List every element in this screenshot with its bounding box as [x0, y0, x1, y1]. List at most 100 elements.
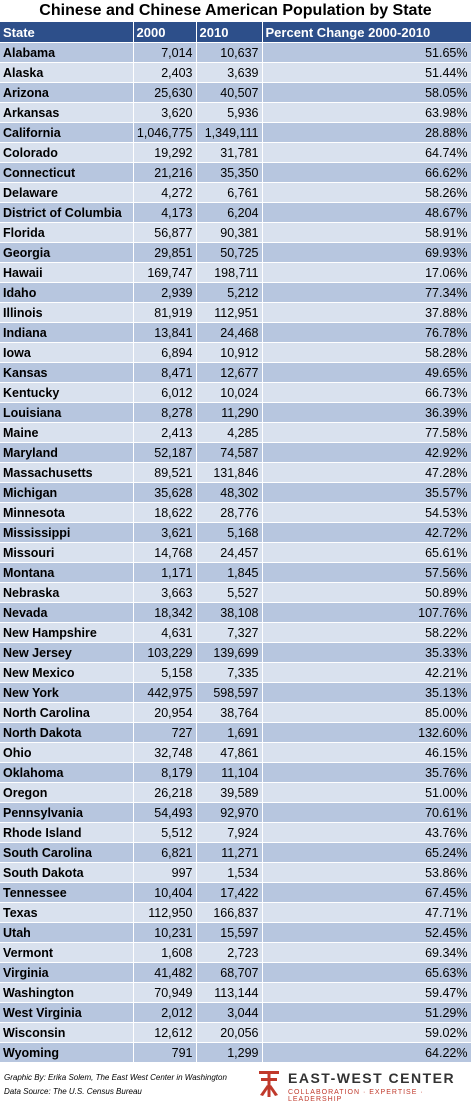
cell-2000: 41,482: [133, 962, 197, 983]
cell-percent-change: 51.44%: [262, 62, 471, 83]
cell-state: New Jersey: [0, 642, 134, 663]
table-row: Tennessee 10,404 17,422 67.45%: [0, 882, 471, 903]
cell-state: Virginia: [0, 962, 134, 983]
table-row: New Jersey 103,229 139,699 35.33%: [0, 642, 471, 663]
table-row: New York 442,975 598,597 35.13%: [0, 682, 471, 703]
table-body: Alabama 7,014 10,637 51.65% Alaska 2,403 3,639…: [0, 42, 471, 1062]
cell-2000: 26,218: [133, 782, 197, 803]
cell-percent-change: 132.60%: [262, 722, 471, 743]
cell-2000: 112,950: [133, 902, 197, 923]
cell-2010: 7,924: [196, 822, 263, 843]
cell-state: Montana: [0, 562, 134, 583]
table-row: Pennsylvania 54,493 92,970 70.61%: [0, 802, 471, 823]
table-row: Georgia 29,851 50,725 69.93%: [0, 242, 471, 263]
cell-2000: 1,171: [133, 562, 197, 583]
cell-percent-change: 51.65%: [262, 42, 471, 63]
cell-state: Missouri: [0, 542, 134, 563]
cell-2010: 48,302: [196, 482, 263, 503]
east-west-center-logo-icon: [259, 1071, 279, 1097]
cell-2010: 11,271: [196, 842, 263, 863]
table-row: Illinois 81,919 112,951 37.88%: [0, 302, 471, 323]
source-line: Data Source: The U.S. Census Bureau: [4, 1087, 142, 1096]
table-row: Kansas 8,471 12,677 49.65%: [0, 362, 471, 383]
cell-state: Idaho: [0, 282, 134, 303]
cell-percent-change: 67.45%: [262, 882, 471, 903]
cell-state: Oregon: [0, 782, 134, 803]
cell-percent-change: 51.29%: [262, 1002, 471, 1023]
cell-2010: 10,024: [196, 382, 263, 403]
population-table: State 2000 2010 Percent Change 2000-2010…: [0, 22, 471, 1062]
cell-percent-change: 43.76%: [262, 822, 471, 843]
table-row: Arkansas 3,620 5,936 63.98%: [0, 102, 471, 123]
cell-state: New Mexico: [0, 662, 134, 683]
cell-state: Washington: [0, 982, 134, 1003]
cell-state: Wisconsin: [0, 1022, 134, 1043]
cell-percent-change: 58.26%: [262, 182, 471, 203]
table-row: Maine 2,413 4,285 77.58%: [0, 422, 471, 443]
cell-2010: 92,970: [196, 802, 263, 823]
cell-2010: 166,837: [196, 902, 263, 923]
cell-state: New Hampshire: [0, 622, 134, 643]
cell-2010: 1,845: [196, 562, 263, 583]
cell-state: Pennsylvania: [0, 802, 134, 823]
cell-percent-change: 66.62%: [262, 162, 471, 183]
cell-percent-change: 65.63%: [262, 962, 471, 983]
cell-2010: 28,776: [196, 502, 263, 523]
cell-state: Arkansas: [0, 102, 134, 123]
cell-state: Texas: [0, 902, 134, 923]
table-row: Idaho 2,939 5,212 77.34%: [0, 282, 471, 303]
table-row: Maryland 52,187 74,587 42.92%: [0, 442, 471, 463]
cell-2010: 12,677: [196, 362, 263, 383]
cell-percent-change: 65.61%: [262, 542, 471, 563]
credit-line: Graphic By: Erika Solem, The East West C…: [4, 1073, 227, 1082]
cell-2010: 598,597: [196, 682, 263, 703]
cell-percent-change: 17.06%: [262, 262, 471, 283]
table-row: Vermont 1,608 2,723 69.34%: [0, 942, 471, 963]
cell-2000: 13,841: [133, 322, 197, 343]
cell-2000: 25,630: [133, 82, 197, 103]
brand-tagline: COLLABORATION · EXPERTISE · LEADERSHIP: [288, 1089, 424, 1103]
cell-percent-change: 69.34%: [262, 942, 471, 963]
cell-2010: 1,534: [196, 862, 263, 883]
table-row: Ohio 32,748 47,861 46.15%: [0, 742, 471, 763]
cell-percent-change: 42.72%: [262, 522, 471, 543]
table-row: Connecticut 21,216 35,350 66.62%: [0, 162, 471, 183]
cell-2000: 19,292: [133, 142, 197, 163]
cell-state: Mississippi: [0, 522, 134, 543]
cell-percent-change: 54.53%: [262, 502, 471, 523]
cell-percent-change: 85.00%: [262, 702, 471, 723]
cell-2000: 18,342: [133, 602, 197, 623]
cell-state: Georgia: [0, 242, 134, 263]
cell-2000: 103,229: [133, 642, 197, 663]
cell-2000: 14,768: [133, 542, 197, 563]
cell-state: Delaware: [0, 182, 134, 203]
cell-2010: 68,707: [196, 962, 263, 983]
cell-state: Rhode Island: [0, 822, 134, 843]
cell-percent-change: 64.22%: [262, 1042, 471, 1062]
cell-percent-change: 35.76%: [262, 762, 471, 783]
cell-2000: 12,612: [133, 1022, 197, 1043]
cell-2000: 1,046,775: [133, 122, 197, 143]
cell-2010: 7,327: [196, 622, 263, 643]
table-row: Florida 56,877 90,381 58.91%: [0, 222, 471, 243]
cell-state: Illinois: [0, 302, 134, 323]
cell-state: Kansas: [0, 362, 134, 383]
cell-state: Oklahoma: [0, 762, 134, 783]
cell-percent-change: 35.57%: [262, 482, 471, 503]
cell-state: Michigan: [0, 482, 134, 503]
footer: Graphic By: Erika Solem, The East West C…: [0, 1065, 471, 1103]
cell-2000: 1,608: [133, 942, 197, 963]
table-row: Wyoming 791 1,299 64.22%: [0, 1042, 471, 1062]
cell-2000: 4,173: [133, 202, 197, 223]
cell-2000: 56,877: [133, 222, 197, 243]
cell-2000: 791: [133, 1042, 197, 1062]
cell-state: Maryland: [0, 442, 134, 463]
table-row: Hawaii 169,747 198,711 17.06%: [0, 262, 471, 283]
cell-state: North Carolina: [0, 702, 134, 723]
cell-2010: 11,290: [196, 402, 263, 423]
cell-2010: 24,457: [196, 542, 263, 563]
cell-percent-change: 63.98%: [262, 102, 471, 123]
table-row: South Dakota 997 1,534 53.86%: [0, 862, 471, 883]
cell-2010: 5,936: [196, 102, 263, 123]
cell-2000: 2,012: [133, 1002, 197, 1023]
